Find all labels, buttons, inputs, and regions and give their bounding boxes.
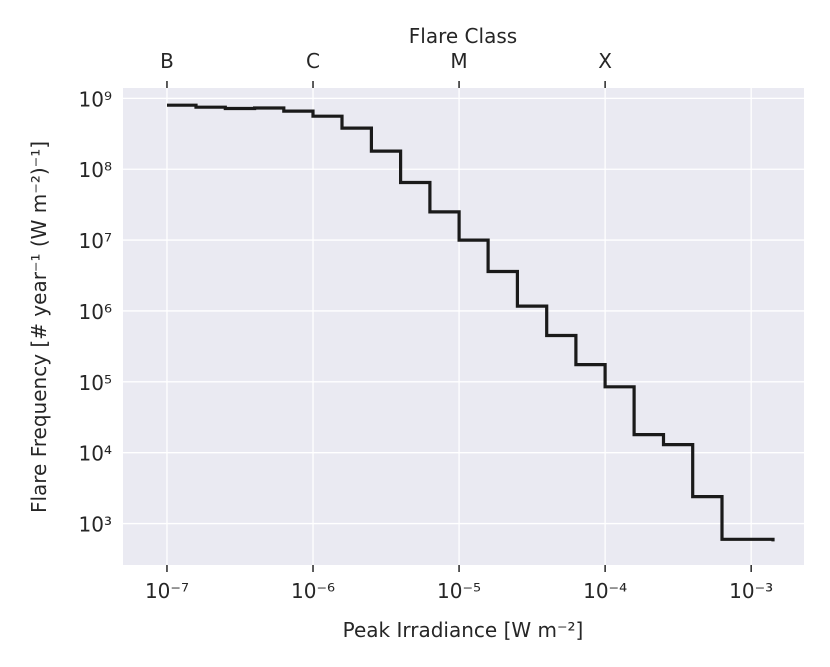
top-tick-label: M: [450, 49, 467, 73]
x-tick-label: 10⁻⁷: [145, 579, 189, 603]
x-tick-label: 10⁻⁶: [291, 579, 335, 603]
top-tick-label: B: [160, 49, 174, 73]
x-tick-label: 10⁻³: [729, 579, 773, 603]
x-axis-label: Peak Irradiance [W m⁻²]: [343, 618, 584, 642]
y-tick-label: 10³: [79, 513, 112, 537]
x-tick-label: 10⁻⁴: [583, 579, 627, 603]
series-line: [167, 103, 775, 542]
grid-lines: [123, 88, 804, 565]
axis-ticks: 10⁻⁷ 10⁻⁶ 10⁻⁵ 10⁻⁴ 10⁻³ 10³ 10⁴ 10⁵ 10⁶ 10⁷ 10⁸ 10…: [79, 49, 774, 603]
plot-background: [123, 88, 804, 565]
y-tick-label: 10⁹: [79, 87, 112, 111]
y-tick-label: 10⁷: [79, 229, 112, 253]
y-tick-label: 10⁶: [79, 300, 112, 324]
top-axis-label: Flare Class: [409, 24, 517, 48]
top-tick-label: X: [598, 49, 612, 73]
y-tick-label: 10⁵: [79, 371, 112, 395]
top-tick-label: C: [306, 49, 320, 73]
y-axis-label: Flare Frequency [# year⁻¹ (W m⁻²)⁻¹]: [27, 141, 51, 513]
y-tick-label: 10⁸: [79, 158, 112, 182]
y-tick-label: 10⁴: [79, 442, 112, 466]
x-tick-label: 10⁻⁵: [437, 579, 481, 603]
